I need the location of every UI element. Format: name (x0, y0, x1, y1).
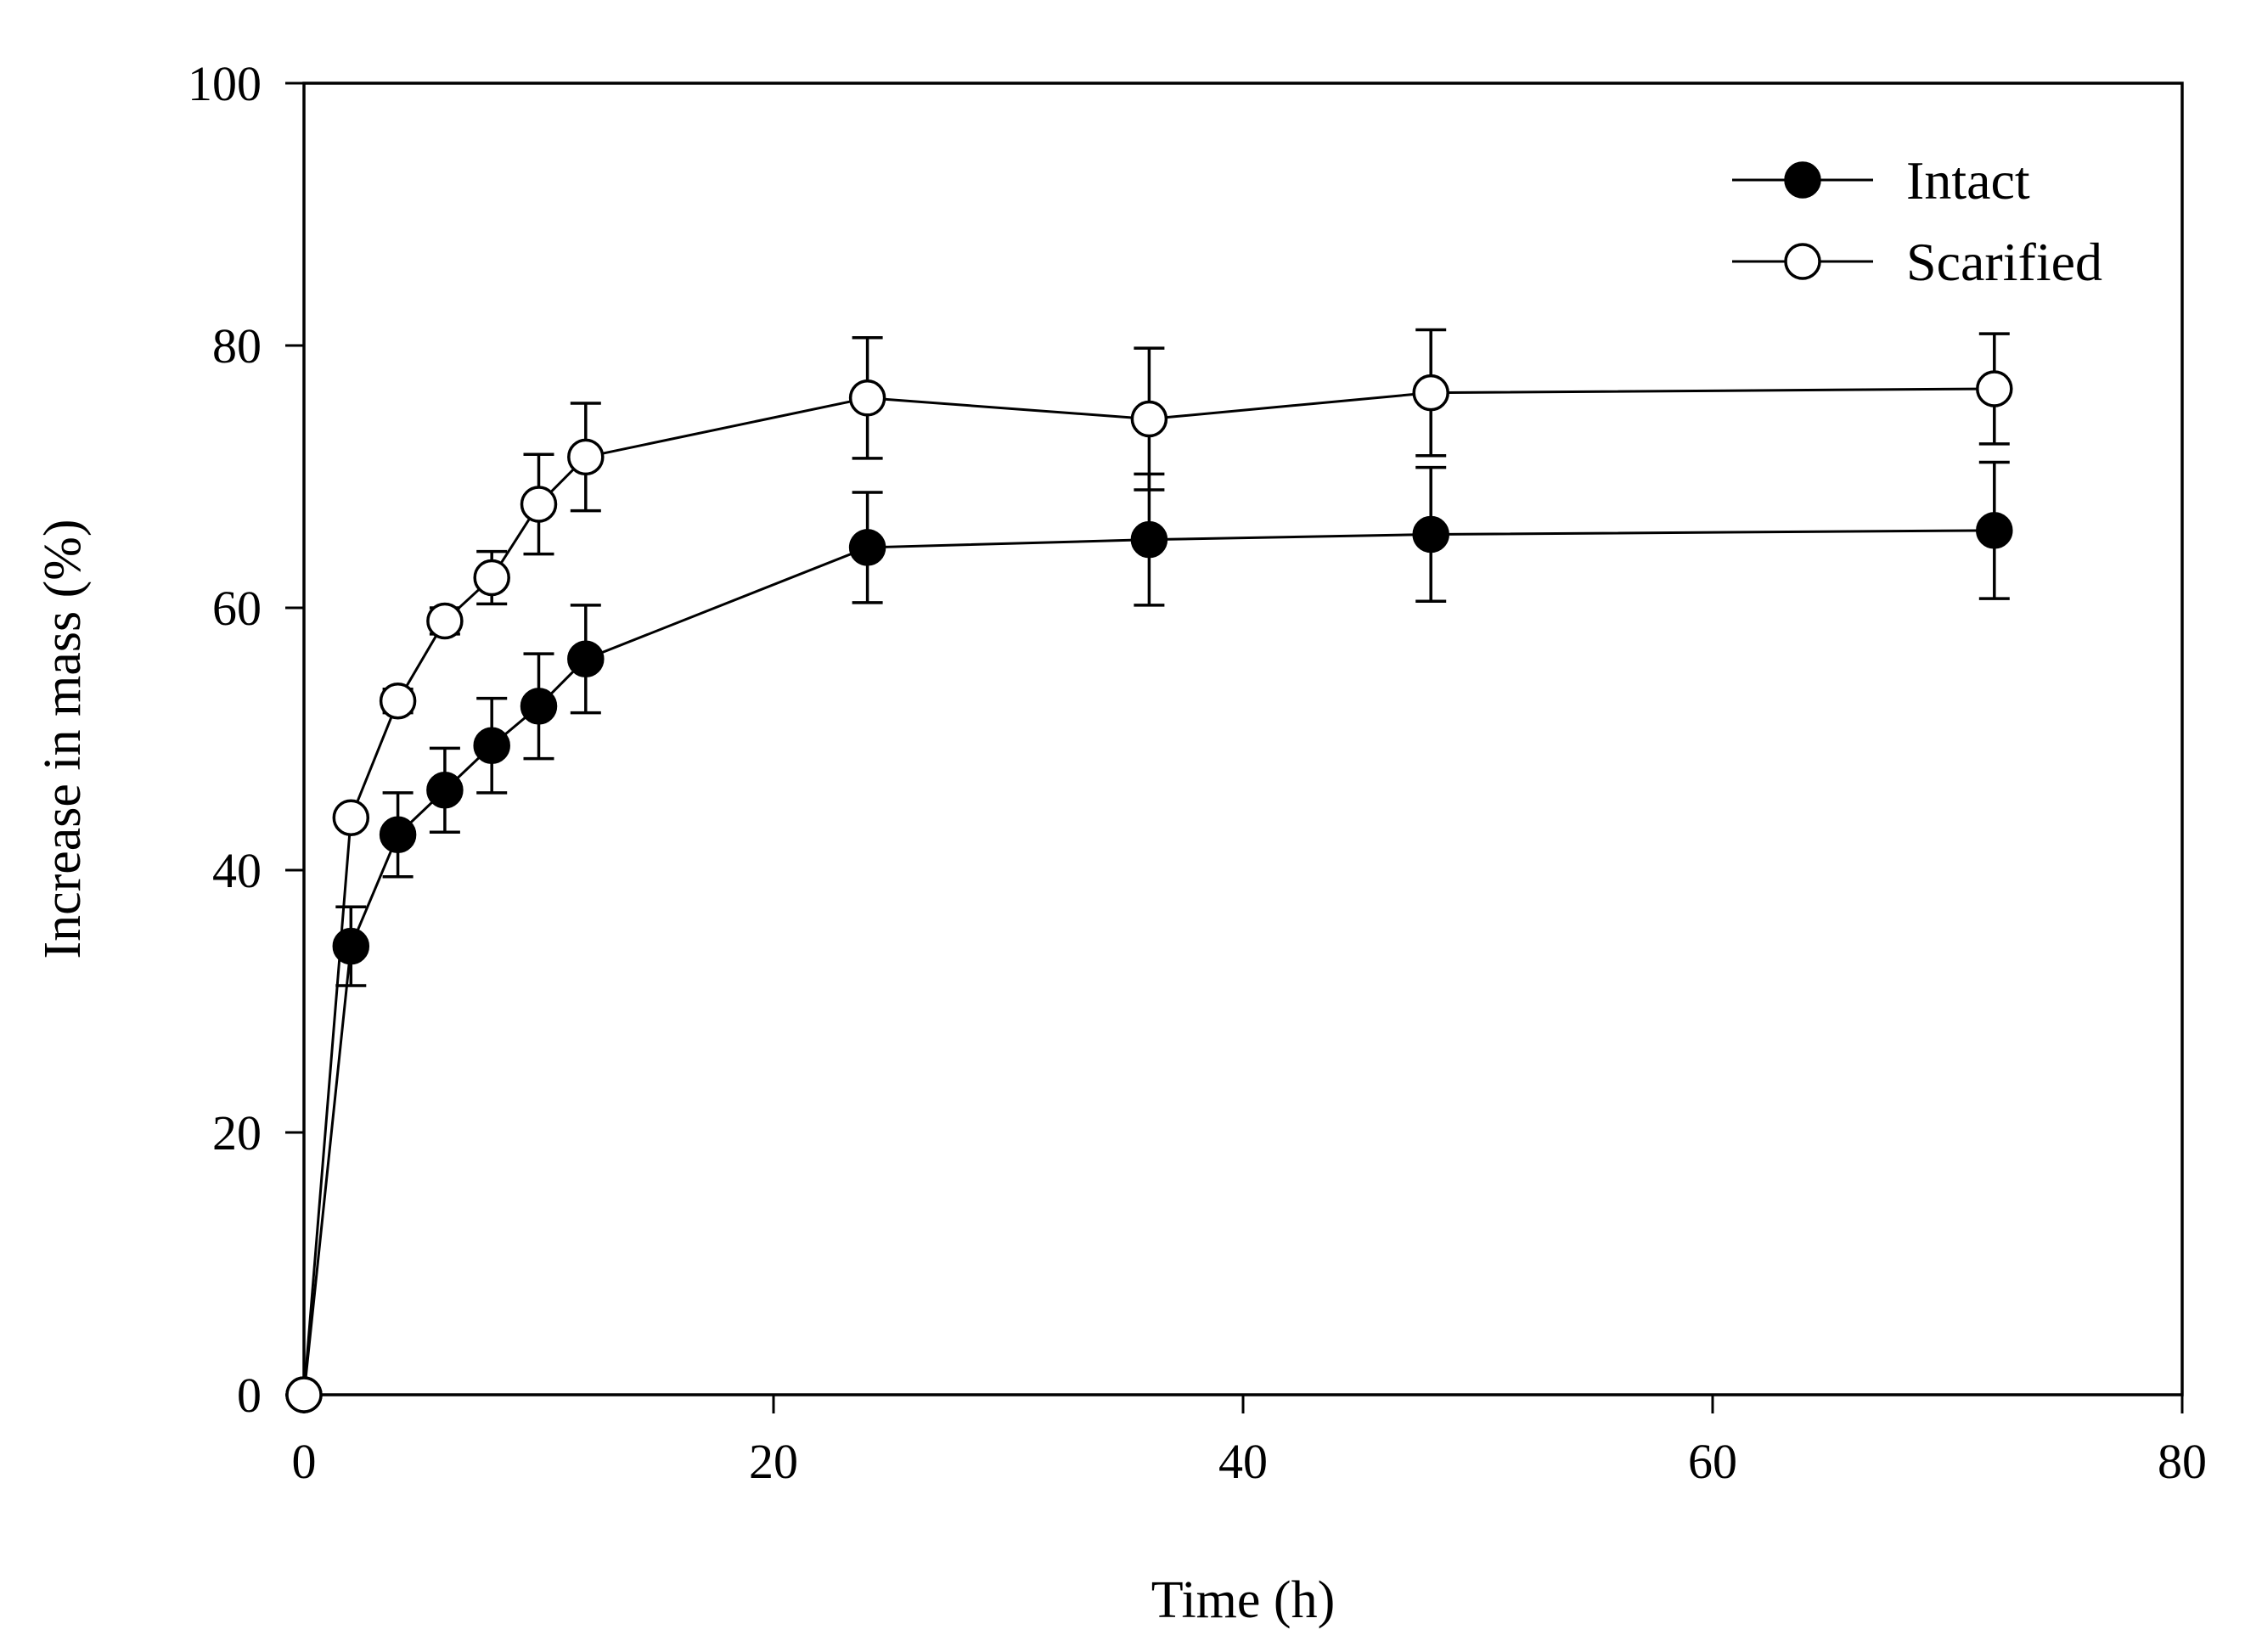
legend-marker (1784, 243, 1821, 280)
x-axis-title: Time (h) (1151, 1571, 1335, 1629)
plot-area (285, 328, 2013, 1413)
x-tick-label: 0 (292, 1434, 317, 1489)
data-point (1130, 400, 1168, 438)
y-tick-label: 20 (212, 1105, 262, 1160)
data-point (1130, 520, 1168, 559)
data-point (379, 816, 417, 854)
data-point (848, 529, 886, 566)
legend-label: Intact (1906, 150, 2030, 211)
y-tick-label: 80 (212, 318, 262, 374)
x-tick-label: 80 (2158, 1434, 2207, 1489)
data-point (473, 727, 510, 764)
y-tick-label: 40 (212, 843, 262, 898)
data-point (567, 438, 605, 476)
y-axis-title: Increase in mass (%) (34, 519, 92, 958)
data-point (1412, 515, 1449, 553)
data-point (848, 379, 886, 417)
data-point (1412, 374, 1449, 412)
y-tick-label: 100 (188, 56, 262, 111)
data-point (567, 640, 605, 678)
x-tick-label: 60 (1688, 1434, 1737, 1489)
y-tick-label: 0 (237, 1368, 262, 1423)
legend: Intact Scarified (1732, 150, 2102, 292)
axes: 0 20 40 60 80 0 20 40 60 80 100 (188, 56, 2207, 1489)
legend-label: Scarified (1906, 232, 2102, 292)
data-point (1976, 370, 2013, 407)
series-scarified (285, 328, 2013, 1413)
data-point (379, 682, 417, 720)
legend-item-scarified: Scarified (1732, 232, 2102, 292)
y-tick-label: 60 (212, 581, 262, 636)
x-tick-label: 20 (749, 1434, 798, 1489)
series-intact (285, 460, 2013, 1413)
legend-marker (1784, 161, 1821, 199)
data-point (473, 559, 510, 597)
data-point (1976, 512, 2013, 549)
series-line-intact (302, 529, 1995, 1396)
data-point (426, 602, 464, 640)
data-point (520, 688, 558, 725)
data-point (285, 1376, 323, 1413)
x-tick-label: 40 (1218, 1434, 1268, 1489)
legend-item-intact: Intact (1732, 150, 2030, 211)
data-point (426, 772, 464, 809)
data-point (332, 799, 370, 836)
plot-frame (302, 81, 2184, 1396)
data-point (520, 486, 558, 523)
